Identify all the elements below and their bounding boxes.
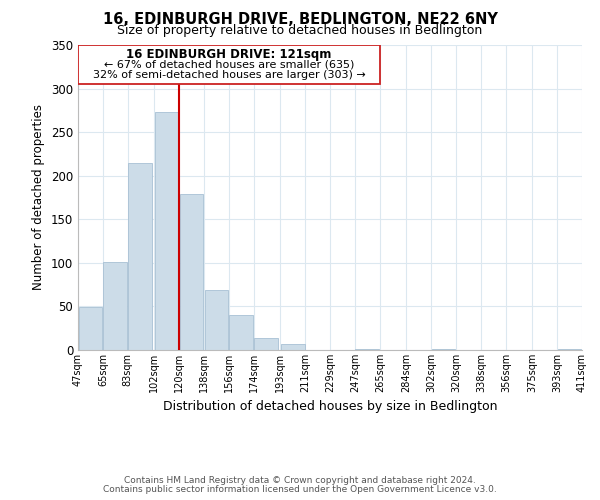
Bar [254,338,278,350]
Bar [557,349,581,350]
Text: 16 EDINBURGH DRIVE: 121sqm: 16 EDINBURGH DRIVE: 121sqm [126,48,332,62]
Bar [281,344,305,350]
Bar [431,349,455,350]
Text: Contains HM Land Registry data © Crown copyright and database right 2024.: Contains HM Land Registry data © Crown c… [124,476,476,485]
Text: 32% of semi-detached houses are larger (303) →: 32% of semi-detached houses are larger (… [92,70,365,81]
Bar [179,194,203,350]
X-axis label: Distribution of detached houses by size in Bedlington: Distribution of detached houses by size … [163,400,497,413]
FancyBboxPatch shape [78,45,380,84]
Bar [355,349,379,350]
Bar [128,162,152,350]
Bar [155,112,179,350]
Text: 16, EDINBURGH DRIVE, BEDLINGTON, NE22 6NY: 16, EDINBURGH DRIVE, BEDLINGTON, NE22 6N… [103,12,497,28]
Bar [205,290,229,350]
Text: Contains public sector information licensed under the Open Government Licence v3: Contains public sector information licen… [103,485,497,494]
Bar [103,262,127,350]
Y-axis label: Number of detached properties: Number of detached properties [32,104,46,290]
Text: Size of property relative to detached houses in Bedlington: Size of property relative to detached ho… [118,24,482,37]
Bar [229,315,253,350]
Text: ← 67% of detached houses are smaller (635): ← 67% of detached houses are smaller (63… [104,60,354,70]
Bar [79,308,103,350]
